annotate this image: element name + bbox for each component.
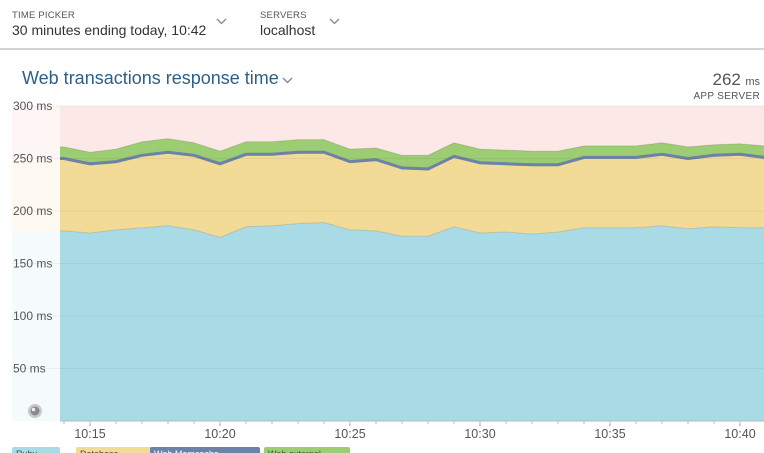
x-tick-label: 10:25	[334, 427, 365, 441]
series-line-web-memcache	[60, 150, 764, 171]
chart-title[interactable]: Web transactions response time	[22, 68, 279, 88]
title-chevron-down-icon[interactable]	[282, 77, 293, 84]
legend-item-web-memcache[interactable]: Web Memcache	[150, 447, 260, 453]
x-tick-label: 10:20	[204, 427, 235, 441]
series-line-ruby	[60, 221, 764, 238]
x-tick-label: 10:30	[464, 427, 495, 441]
top-toolbar: TIME PICKER 30 minutes ending today, 10:…	[0, 0, 764, 50]
servers-chevron-down-icon[interactable]	[329, 18, 340, 25]
metric-value: 262	[712, 70, 741, 89]
metric-label: APP SERVER	[693, 91, 760, 102]
y-tick-label: 50 ms	[13, 362, 46, 376]
series-area-web-external	[60, 138, 764, 169]
y-tick-label: 200 ms	[13, 204, 52, 218]
servers-picker[interactable]: SERVERS localhost	[260, 10, 315, 39]
y-tick-label: 250 ms	[13, 152, 52, 166]
x-tick-label: 10:35	[594, 427, 625, 441]
legend-item-ruby[interactable]: Ruby	[12, 447, 60, 453]
y-tick-label: 150 ms	[13, 257, 52, 271]
y-tick-label: 100 ms	[13, 309, 52, 323]
series-area-ruby	[60, 222, 764, 421]
app-server-metric: 262 ms APP SERVER	[693, 70, 760, 102]
servers-value: localhost	[260, 22, 316, 38]
legend-item-database[interactable]: Database	[76, 447, 152, 453]
legend-item-web-external[interactable]: Web external	[264, 447, 350, 453]
time-picker-label: TIME PICKER	[12, 10, 75, 21]
y-axis-gutter	[12, 106, 60, 421]
series-area-database	[60, 153, 764, 238]
x-tick-label: 10:40	[724, 427, 755, 441]
servers-label: SERVERS	[260, 10, 307, 21]
time-picker[interactable]: TIME PICKER 30 minutes ending today, 10:…	[12, 10, 206, 39]
x-tick-label: 10:15	[74, 427, 105, 441]
time-picker-chevron-down-icon[interactable]	[216, 18, 227, 25]
series-line-web-external	[60, 138, 764, 156]
metric-unit: ms	[745, 76, 760, 88]
record-indicator-highlight	[31, 407, 36, 412]
time-picker-value: 30 minutes ending today, 10:42	[12, 22, 207, 38]
y-tick-label: 300 ms	[13, 99, 52, 113]
record-indicator-inner	[30, 406, 40, 416]
